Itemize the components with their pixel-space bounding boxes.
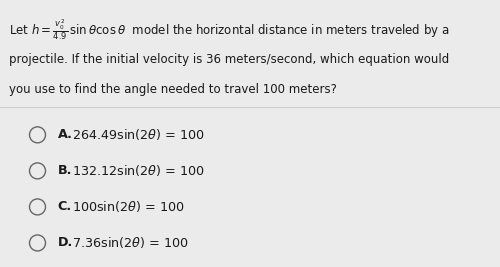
Text: you use to find the angle needed to travel 100 meters?: you use to find the angle needed to trav… — [9, 83, 337, 96]
Text: 132.12sin(2$\theta$) = 100: 132.12sin(2$\theta$) = 100 — [72, 163, 206, 178]
Text: 7.36sin(2$\theta$) = 100: 7.36sin(2$\theta$) = 100 — [72, 235, 190, 250]
Text: 264.49sin(2$\theta$) = 100: 264.49sin(2$\theta$) = 100 — [72, 127, 206, 142]
Text: B.: B. — [58, 164, 72, 177]
Text: A.: A. — [58, 128, 72, 141]
Text: D.: D. — [58, 237, 73, 249]
Text: 100sin(2$\theta$) = 100: 100sin(2$\theta$) = 100 — [72, 199, 185, 214]
Text: Let $h = \frac{v_0^{2}}{4.9}\,\sin\theta\cos\theta$  model the horizontal distan: Let $h = \frac{v_0^{2}}{4.9}\,\sin\theta… — [9, 17, 450, 42]
Text: projectile. If the initial velocity is 36 meters/second, which equation would: projectile. If the initial velocity is 3… — [9, 53, 449, 66]
Text: C.: C. — [58, 201, 71, 213]
